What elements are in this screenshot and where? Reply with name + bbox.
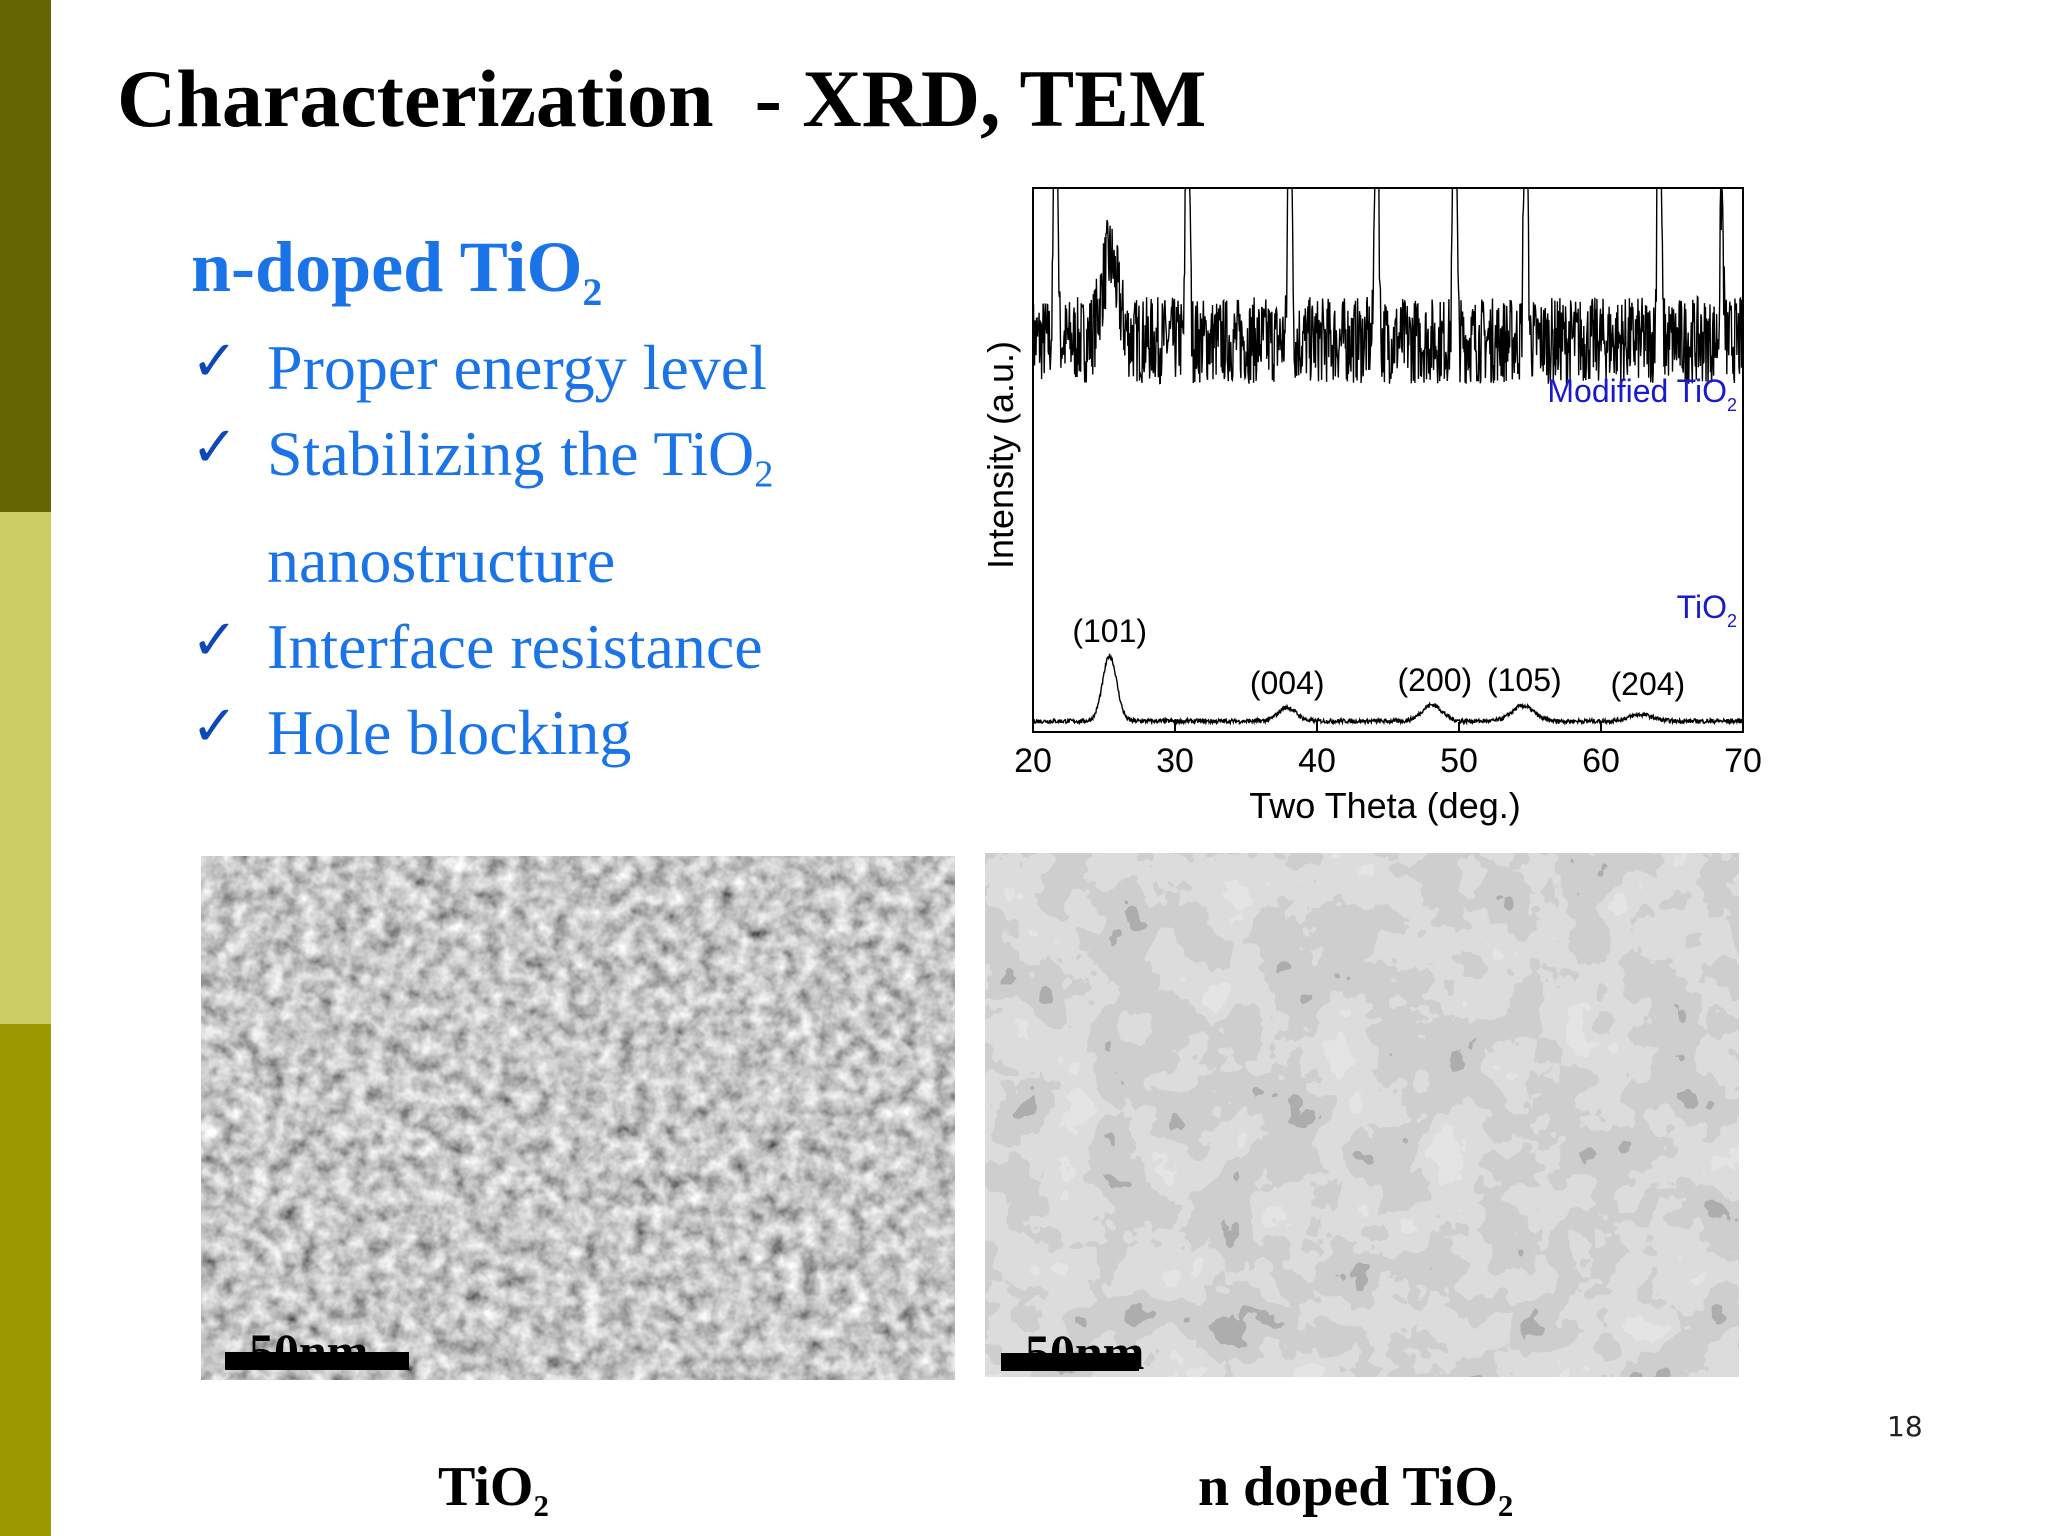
bullet-item-continuation: nanostructure — [191, 518, 773, 604]
x-axis-label: Two Theta (deg.) — [1249, 785, 1520, 826]
page-number: 18 — [1887, 1410, 1923, 1443]
checkmark-icon: ✓ — [191, 693, 238, 759]
scale-bar — [225, 1352, 409, 1370]
peak-label: (200) — [1398, 662, 1473, 698]
checkmark-icon: ✓ — [191, 329, 238, 394]
caption-subscript: 2 — [533, 1488, 549, 1523]
caption-text: TiO — [438, 1456, 534, 1518]
x-tick-label: 60 — [1582, 742, 1620, 780]
x-tick-label: 30 — [1156, 742, 1194, 780]
checkmark-icon: ✓ — [191, 415, 238, 480]
bullet-item: ✓ Hole blocking — [191, 690, 773, 776]
peak-label: (204) — [1611, 666, 1686, 702]
bullet-text: Interface resistance — [267, 610, 763, 682]
x-tick-label: 20 — [1014, 742, 1052, 780]
checkmark-icon: ✓ — [191, 607, 238, 673]
series-line-tio2 — [1032, 653, 1744, 726]
scale-bar-label: 50nm — [249, 1323, 369, 1379]
tem-texture — [201, 856, 955, 1380]
bullet-text: nanostructure — [267, 524, 616, 596]
x-tick-group: 20 30 40 50 60 70 — [1014, 722, 1762, 780]
bullet-text: Proper energy level — [267, 332, 767, 403]
xrd-chart: 20 30 40 50 60 70 (101) (004) (200) (105) (204) T… — [980, 187, 1762, 826]
tem-texture — [985, 853, 1739, 1377]
accent-bar-top — [0, 0, 51, 512]
scale-bar-label: 50nm — [1025, 1324, 1145, 1377]
caption-n-doped-tio2: n doped TiO2 — [1198, 1455, 1513, 1524]
peak-label: (101) — [1072, 613, 1147, 649]
bullet-item: ✓ Proper energy level — [191, 325, 773, 411]
tem-image-tio2: 50nm — [201, 856, 955, 1380]
series-label-modified-sub: 2 — [1727, 395, 1737, 415]
accent-bar-bottom — [0, 1024, 51, 1536]
tem-image-n-doped-tio2: 50nm — [985, 853, 1739, 1377]
caption-text: n doped TiO — [1198, 1456, 1498, 1518]
chart-frame — [1032, 187, 1744, 733]
bullet-text: Hole blocking — [267, 696, 632, 768]
y-axis-label: Intensity (a.u.) — [980, 341, 1021, 569]
section-heading-subscript: 2 — [582, 269, 603, 314]
scale-bar — [1001, 1353, 1139, 1371]
series-line-modified-tio2 — [1032, 187, 1744, 385]
slide-title: Characterization - XRD, TEM — [117, 53, 1207, 144]
peak-label: (004) — [1250, 665, 1325, 701]
caption-subscript: 2 — [1497, 1488, 1514, 1523]
bullet-subscript: 2 — [754, 453, 774, 496]
peak-label: (105) — [1487, 662, 1562, 698]
accent-bar-middle — [0, 512, 51, 1024]
series-label-tio2: TiO2 — [1677, 589, 1737, 631]
series-label-tio2-sub: 2 — [1727, 611, 1737, 631]
bullet-list: ✓ Proper energy level ✓ Stabilizing the … — [191, 325, 773, 776]
series-label-tio2-text: TiO — [1677, 589, 1727, 625]
x-tick-label: 50 — [1440, 742, 1478, 780]
series-label-modified-text: Modified TiO — [1547, 373, 1727, 409]
peak-label-group: (101) (004) (200) (105) (204) — [1072, 613, 1685, 702]
chart-series-group — [1032, 187, 1744, 726]
bullet-item: ✓ Interface resistance — [191, 604, 773, 690]
x-tick-label: 40 — [1298, 742, 1336, 780]
section-heading: n-doped TiO2 — [191, 226, 602, 315]
plot-border — [1032, 187, 1744, 733]
bullet-item: ✓ Stabilizing the TiO2 — [191, 411, 773, 518]
x-tick-label: 70 — [1724, 742, 1762, 780]
bullet-text: Stabilizing the TiO — [267, 418, 755, 489]
series-label-modified: Modified TiO2 — [1547, 373, 1737, 415]
caption-tio2: TiO2 — [438, 1455, 549, 1524]
section-heading-text: n-doped TiO — [191, 227, 583, 307]
